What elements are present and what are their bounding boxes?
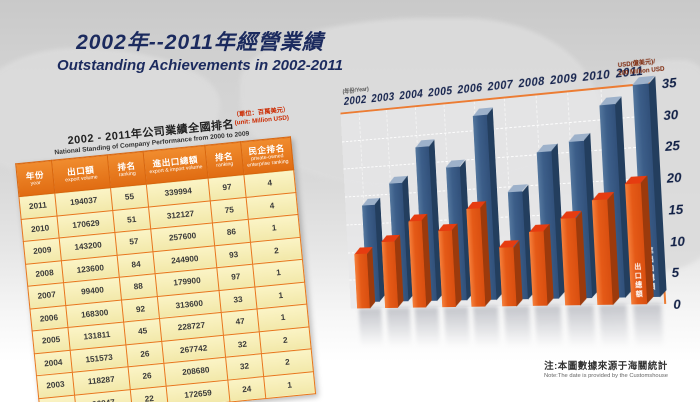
performance-table: 2002 - 2011年公司業績全國排名 National Standing o…: [13, 106, 316, 402]
header-export-volume: 出口額 export volume: [51, 154, 111, 194]
total-bar: [536, 150, 560, 299]
y-tick: 0: [672, 296, 682, 313]
table-cell: 22: [130, 385, 169, 402]
bar-reflection: [443, 306, 471, 357]
bar-reflection: [503, 305, 532, 357]
bar-reflection: [632, 304, 664, 358]
export-bar: [408, 220, 427, 308]
header-ranking-1: 排名 ranking: [107, 151, 147, 188]
header-private-ranking: 民企排名 private-owned enterprise ranking: [240, 136, 294, 175]
bar-reflection: [534, 305, 564, 357]
total-bar: [568, 140, 592, 299]
note-cn: 注:本圖數據來源于海關統計: [544, 361, 668, 372]
table-cell: 24: [227, 376, 266, 402]
page-title: 2002年--2011年經營業績 Outstanding Achievement…: [30, 26, 370, 74]
total-bar: [362, 204, 380, 302]
gridline: [349, 271, 663, 281]
export-bar: [381, 241, 398, 309]
bar-reflection: [566, 304, 596, 357]
total-bar: [507, 191, 528, 300]
total-bar: [445, 167, 467, 301]
bar-reflection: [386, 307, 412, 356]
export-bar: [466, 208, 486, 307]
table-cell: 1: [263, 371, 316, 399]
export-bar: [528, 231, 548, 306]
total-bar: [388, 182, 409, 302]
note-en: Note:The date is provided by the Customs…: [543, 373, 668, 379]
bar-reflection: [414, 307, 441, 356]
gridline: [347, 240, 661, 254]
export-bar: [560, 218, 580, 306]
world-map-background: [600, 60, 700, 270]
bar-reflection: [473, 306, 501, 357]
header-ranking-2: 排名 ranking: [204, 141, 244, 179]
export-bar: [354, 254, 370, 309]
page-title-cn: 2002年--2011年經營業績: [76, 31, 324, 54]
bar-reflection: [358, 308, 384, 356]
header-year: 年份 year: [15, 160, 55, 197]
export-bar: [437, 230, 456, 308]
export-bar-label: 出口總額: [633, 262, 643, 300]
data-source-note: 注:本圖數據來源于海關統計 Note:The date is provided …: [544, 358, 668, 379]
bar-reflection: [599, 304, 630, 357]
page-title-en: Outstanding Achievements in 2002-2011: [57, 57, 343, 74]
export-bar: [498, 247, 517, 307]
ranking-table: 年份 year 出口額 export volume 排名 ranking 進出口總額 e…: [15, 136, 316, 402]
